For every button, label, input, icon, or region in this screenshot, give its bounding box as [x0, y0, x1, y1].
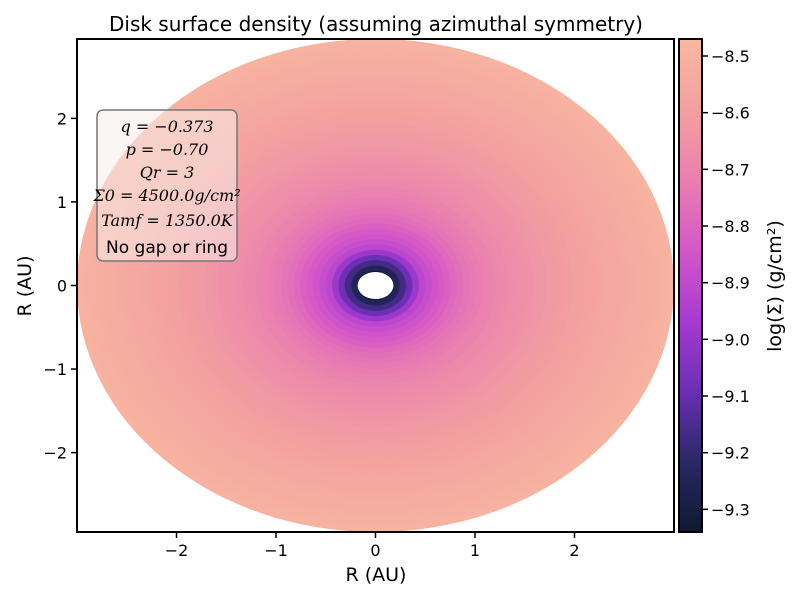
colorbar-tick-label: −8.6	[711, 104, 750, 123]
y-tick-label: 1	[57, 193, 67, 212]
colorbar: −8.5 −8.6 −8.7 −8.8 −8.9 −9.0 −9.1 −9.2 −9.3 log…	[678, 38, 786, 533]
colorbar-tick-label: −9.3	[711, 500, 750, 519]
colorbar-tick-label: −8.9	[711, 274, 750, 293]
annotation-background	[96, 109, 238, 262]
annotation-note: No gap or ring	[106, 238, 228, 258]
annotation-line-p: p = −0.70	[126, 140, 209, 159]
x-axis-label: R (AU)	[346, 564, 407, 586]
colorbar-tick-label: −9.0	[711, 330, 750, 349]
annotation-line-qr: Qr = 3	[140, 163, 195, 182]
colorbar-gradient	[678, 38, 703, 533]
y-axis-ticks: 2 1 0 −1 −2	[43, 109, 77, 463]
annotation-line-q: q = −0.373	[120, 117, 213, 136]
colorbar-tick-label: −8.7	[711, 160, 750, 179]
y-axis-label: R (AU)	[14, 256, 36, 317]
inner-cavity	[357, 271, 394, 300]
x-axis-ticks: −2 −1 0 1 2	[165, 532, 580, 560]
y-tick-label: −1	[43, 360, 67, 379]
y-tick-label: −2	[43, 444, 67, 463]
annotation-line-sigma0: Σ0 = 4500.0g/cm²	[92, 186, 240, 205]
colorbar-tick-label: −8.8	[711, 217, 750, 236]
colorbar-tick-label: −8.5	[711, 47, 750, 66]
chart-title: Disk surface density (assuming azimuthal…	[109, 12, 643, 36]
colorbar-ticks: −8.5 −8.6 −8.7 −8.8 −8.9 −9.0 −9.1 −9.2 −9.3	[702, 47, 750, 519]
x-tick-label: −2	[165, 541, 189, 560]
y-tick-label: 0	[57, 277, 67, 296]
disk-density-map	[77, 39, 674, 532]
annotation-line-tamf: Tamf = 1350.0K	[101, 211, 234, 230]
x-tick-label: 0	[370, 541, 380, 560]
parameter-annotation-box: q = −0.373 p = −0.70 Qr = 3 Σ0 = 4500.0g…	[92, 109, 241, 262]
colorbar-tick-label: −9.2	[711, 444, 750, 463]
colorbar-label: log(Σ) (g/cm²)	[764, 220, 786, 352]
x-tick-label: −1	[264, 541, 288, 560]
colorbar-tick-label: −9.1	[711, 387, 750, 406]
x-tick-label: 1	[470, 541, 480, 560]
y-tick-label: 2	[57, 109, 67, 128]
x-tick-label: 2	[569, 541, 579, 560]
